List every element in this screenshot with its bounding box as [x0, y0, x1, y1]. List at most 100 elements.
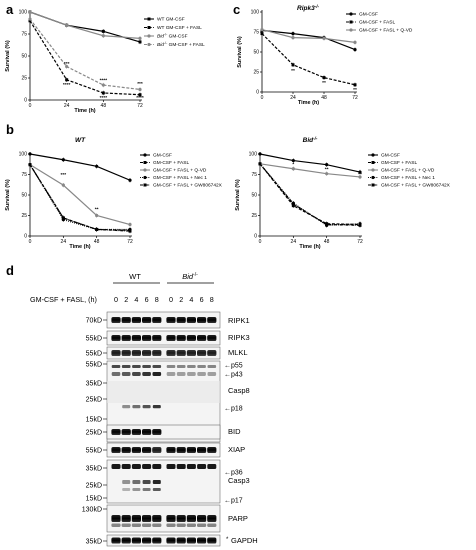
- band: [142, 447, 152, 453]
- mw-marker-label: 15kD: [86, 496, 102, 503]
- gapdh-asterisk: *: [226, 537, 229, 543]
- treatment-label: GM-CSF + FASL, (h): [30, 295, 97, 304]
- band: [132, 480, 141, 484]
- band-size-label: ←p43: [224, 372, 243, 379]
- significance-annotation: **: [325, 166, 329, 172]
- data-point: [358, 170, 362, 174]
- band: [142, 317, 152, 323]
- data-point: [291, 202, 295, 206]
- band: [142, 372, 151, 376]
- chart-title: Bid-/-: [303, 136, 318, 145]
- data-point: [353, 48, 357, 52]
- data-point: [291, 31, 295, 36]
- x-axis-label: Time (h): [69, 244, 90, 250]
- band: [121, 317, 131, 323]
- y-tick-label: 0: [24, 234, 27, 240]
- mw-marker-label: 35kD: [86, 466, 102, 473]
- significance-annotation: ****: [63, 82, 71, 88]
- legend-marker: [147, 17, 151, 21]
- mw-marker-label: 55kD: [86, 351, 102, 358]
- series-1: [28, 19, 142, 97]
- band: [142, 350, 152, 356]
- series-1: [260, 32, 357, 87]
- band: [131, 464, 141, 469]
- y-tick-label: 50: [21, 193, 27, 199]
- series-line: [29, 164, 131, 231]
- lane-label: 8: [155, 295, 159, 304]
- band: [152, 464, 162, 469]
- significance-annotation: **: [353, 87, 357, 93]
- protein-label: BID: [228, 427, 241, 436]
- band: [131, 317, 141, 323]
- blot-strip-parp: [106, 504, 221, 533]
- band: [121, 447, 131, 453]
- blot-strip-ripk1: [106, 311, 221, 329]
- protein-label: Casp3: [228, 476, 250, 485]
- band: [166, 447, 176, 453]
- band: [176, 515, 186, 522]
- significance-annotation: ***: [64, 61, 70, 67]
- data-point: [128, 178, 132, 182]
- x-axis-label: Time (h): [74, 108, 95, 114]
- legend-marker: [371, 175, 375, 180]
- band: [152, 372, 162, 376]
- data-point: [291, 167, 295, 171]
- blot-strip-mlkl: [106, 346, 221, 360]
- data-point: [95, 213, 99, 218]
- band: [142, 464, 152, 469]
- protein-label: RIPK3: [228, 333, 250, 342]
- band: [186, 515, 196, 522]
- band: [197, 515, 207, 522]
- series-line: [29, 20, 141, 96]
- chart-title: Ripk3-/-: [297, 4, 319, 13]
- data-point: [258, 152, 262, 156]
- data-point: [101, 34, 105, 38]
- data-point: [61, 183, 65, 187]
- x-tick-label: 72: [137, 103, 143, 109]
- band: [176, 372, 186, 376]
- band: [122, 480, 131, 484]
- legend-marker: [143, 161, 147, 164]
- series-line: [259, 163, 361, 226]
- series-line: [29, 164, 131, 232]
- band: [207, 447, 217, 453]
- x-tick-label: 0: [259, 239, 262, 245]
- data-point: [353, 83, 357, 87]
- mw-marker-label: 130kD: [82, 507, 102, 514]
- x-axis-label: Time (h): [298, 100, 319, 106]
- band: [166, 372, 176, 376]
- x-tick-label: 48: [94, 239, 100, 245]
- blot-strip-ripk3: [106, 330, 221, 346]
- x-tick-label: 24: [290, 95, 296, 101]
- band: [197, 335, 207, 341]
- data-point: [322, 36, 326, 41]
- band: [121, 523, 131, 527]
- legend-label: GM-CSF + FASL + Nec 1: [381, 175, 435, 181]
- lane-label: 6: [200, 295, 204, 304]
- series-2: [258, 162, 362, 180]
- band: [111, 537, 121, 544]
- legend-label: GM-CSF + FASL + GW806742X: [381, 183, 451, 189]
- significance-annotation: **: [95, 207, 99, 213]
- y-tick-label: 50: [251, 193, 257, 199]
- legend-label: GM-CSF + FASL + Q-VD: [359, 28, 413, 34]
- series-3: [258, 162, 362, 228]
- band: [152, 515, 162, 522]
- data-point: [358, 223, 362, 227]
- data-point: [65, 78, 69, 82]
- data-point: [325, 223, 329, 227]
- y-axis-label: Survival (%): [5, 179, 11, 211]
- band: [197, 537, 207, 544]
- protein-label: MLKL: [228, 348, 248, 357]
- significance-annotation: **: [322, 80, 326, 86]
- band: [152, 447, 162, 453]
- band: [176, 365, 186, 368]
- series-0: [258, 152, 362, 175]
- band: [142, 480, 151, 484]
- blot-strip-bid: [106, 424, 221, 440]
- y-tick-label: 75: [21, 172, 27, 178]
- band: [111, 429, 121, 435]
- legend-label: GM-CSF: [359, 12, 378, 18]
- band: [121, 350, 131, 356]
- data-point: [325, 163, 329, 167]
